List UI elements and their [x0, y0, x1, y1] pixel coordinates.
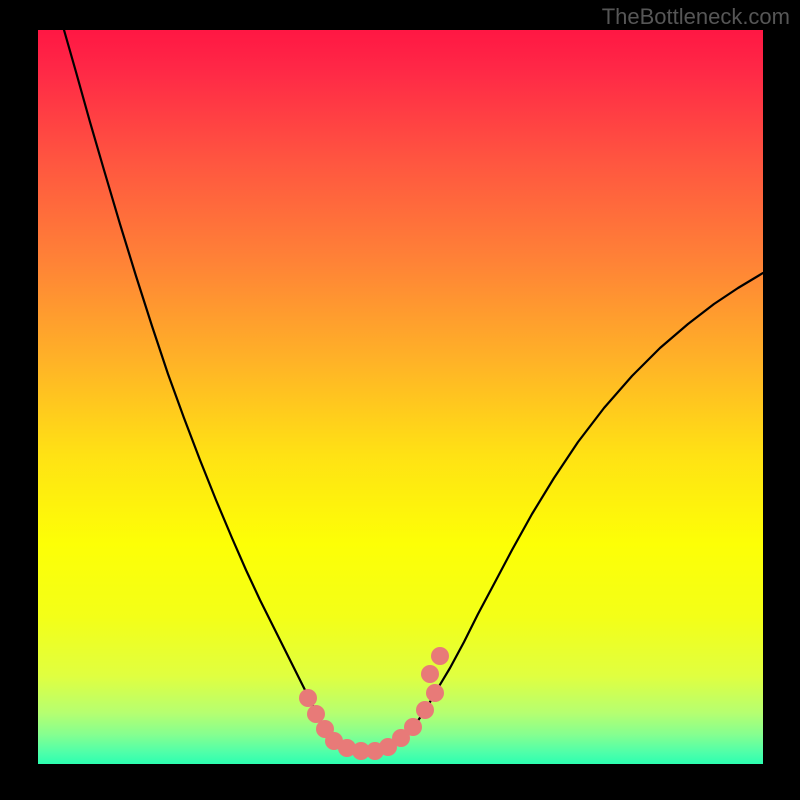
curve-marker [431, 647, 449, 665]
watermark-text: TheBottleneck.com [602, 4, 790, 30]
curve-marker [404, 718, 422, 736]
curve-marker [299, 689, 317, 707]
curve-marker [307, 705, 325, 723]
chart-svg [38, 30, 763, 764]
plot-area [38, 30, 763, 764]
bottleneck-curve-right [430, 273, 763, 702]
curve-marker [416, 701, 434, 719]
curve-marker [426, 684, 444, 702]
chart-canvas: TheBottleneck.com [0, 0, 800, 800]
marker-group [299, 647, 449, 760]
bottleneck-curve-left [64, 30, 310, 700]
curve-marker [421, 665, 439, 683]
